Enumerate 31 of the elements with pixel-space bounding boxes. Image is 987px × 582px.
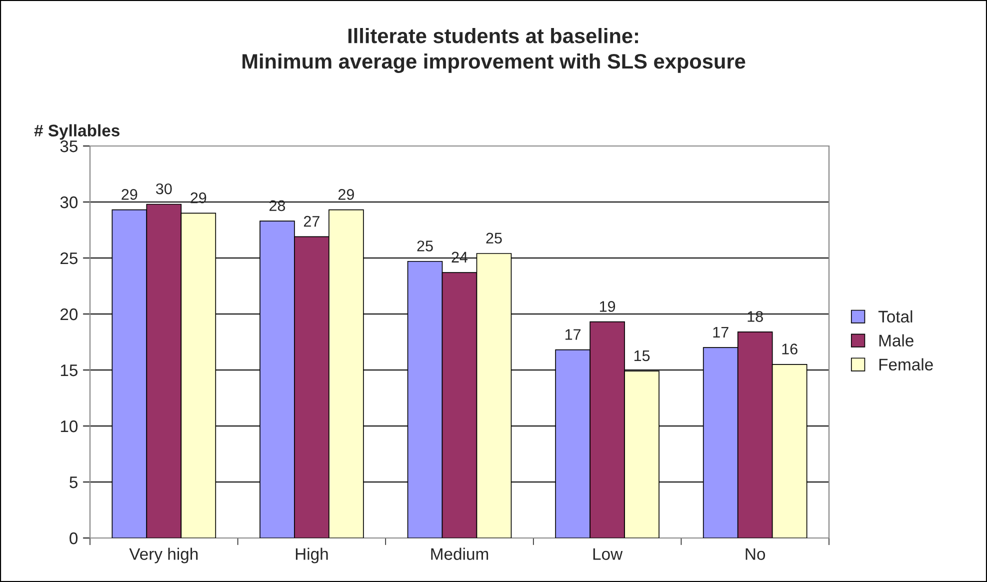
legend-label: Female bbox=[879, 358, 933, 370]
legend-label: Total bbox=[878, 310, 912, 323]
y-axis-title: # Syllables bbox=[34, 124, 120, 140]
x-tick-label: High bbox=[296, 548, 328, 564]
y-tick-label: 20 bbox=[60, 308, 78, 320]
data-label: 29 bbox=[338, 189, 354, 200]
data-label: 16 bbox=[782, 344, 798, 354]
data-label: 30 bbox=[156, 183, 172, 194]
data-label: 28 bbox=[269, 200, 286, 212]
y-tick-label: 25 bbox=[60, 252, 78, 264]
data-label: 29 bbox=[190, 192, 206, 204]
data-label: 19 bbox=[600, 301, 616, 312]
data-label: 25 bbox=[486, 232, 502, 244]
x-tick-label: Medium bbox=[431, 548, 488, 560]
x-tick-label: Very high bbox=[129, 548, 198, 564]
data-label: 25 bbox=[417, 240, 433, 252]
y-tick-label: 0 bbox=[70, 532, 78, 544]
chart-title: Illiterate students at baseline: Minimum average improvement with SLS exposure bbox=[242, 28, 746, 73]
data-label: 15 bbox=[634, 350, 650, 362]
y-tick-label: 5 bbox=[70, 476, 78, 488]
data-label: 27 bbox=[304, 216, 320, 227]
legend-label: Male bbox=[879, 334, 914, 347]
y-tick-label: 30 bbox=[60, 196, 78, 208]
x-tick-label: No bbox=[746, 548, 766, 560]
y-tick-label: 10 bbox=[60, 420, 78, 432]
y-tick-label: 35 bbox=[60, 140, 78, 152]
data-label: 17 bbox=[565, 329, 581, 340]
data-label: 17 bbox=[713, 326, 728, 338]
x-tick-label: Low bbox=[593, 548, 623, 560]
y-tick-label: 15 bbox=[60, 364, 78, 376]
data-label: 29 bbox=[122, 189, 138, 200]
